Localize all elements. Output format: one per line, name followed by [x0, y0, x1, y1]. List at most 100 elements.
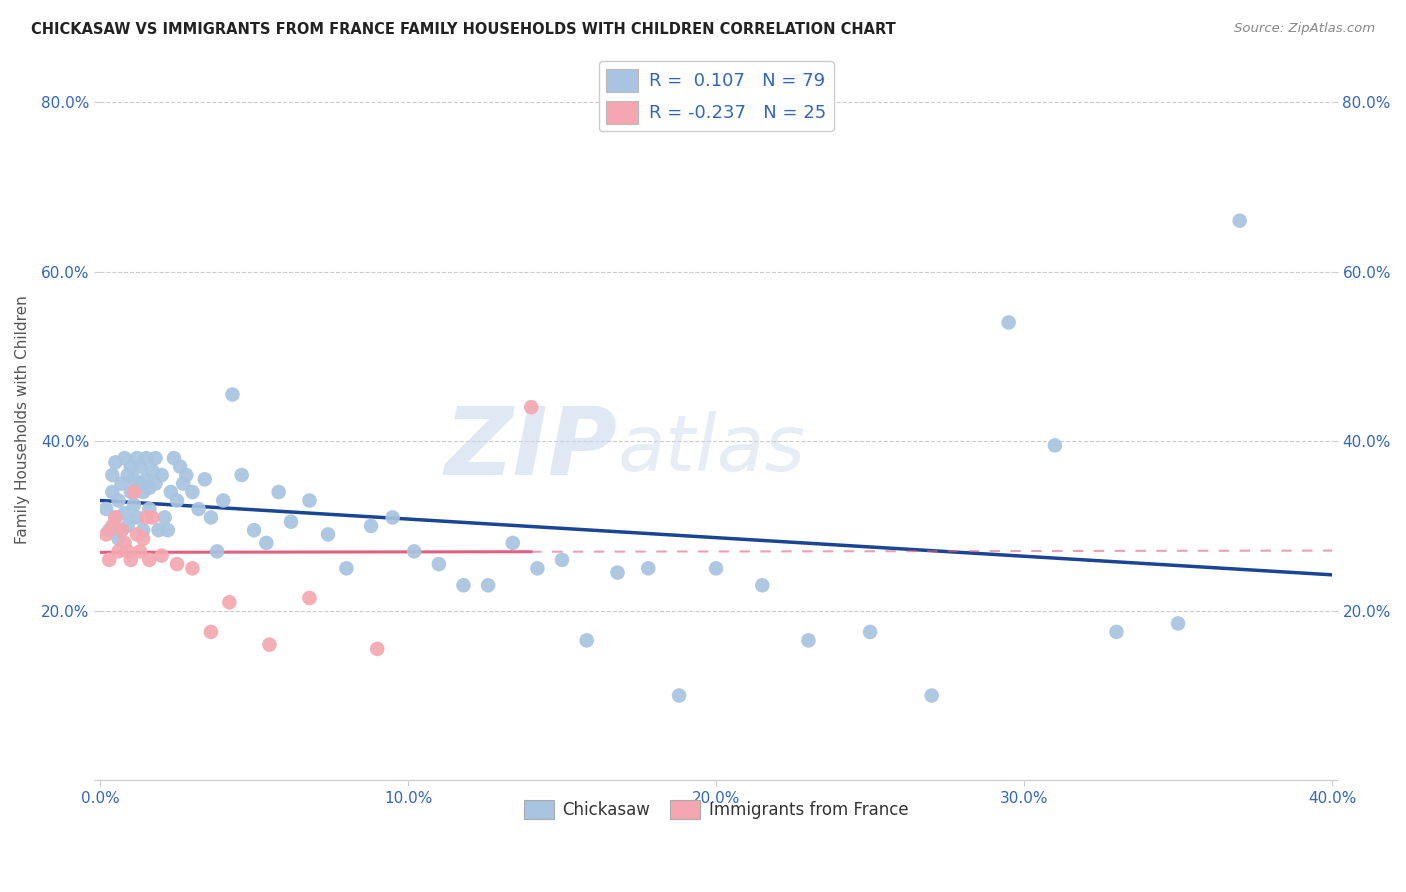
Point	[751, 578, 773, 592]
Point	[114, 451, 136, 466]
Point	[174, 468, 197, 483]
Point	[243, 523, 266, 537]
Point	[132, 523, 155, 537]
Point	[200, 624, 222, 639]
Point	[366, 641, 388, 656]
Point	[107, 544, 129, 558]
Point	[181, 561, 204, 575]
Point	[298, 591, 321, 605]
Point	[141, 510, 163, 524]
Point	[381, 510, 404, 524]
Point	[122, 472, 145, 486]
Point	[96, 502, 118, 516]
Point	[163, 451, 186, 466]
Point	[668, 689, 690, 703]
Point	[132, 532, 155, 546]
Point	[606, 566, 628, 580]
Point	[104, 510, 127, 524]
Point	[141, 464, 163, 478]
Point	[1167, 616, 1189, 631]
Point	[427, 557, 450, 571]
Point	[160, 485, 183, 500]
Point	[150, 549, 173, 563]
Point	[114, 536, 136, 550]
Point	[110, 523, 132, 537]
Point	[153, 510, 176, 524]
Point	[104, 455, 127, 469]
Point	[704, 561, 727, 575]
Point	[120, 459, 142, 474]
Point	[637, 561, 659, 575]
Point	[254, 536, 277, 550]
Point	[117, 468, 139, 483]
Point	[181, 485, 204, 500]
Point	[520, 401, 543, 415]
Point	[231, 468, 253, 483]
Y-axis label: Family Households with Children: Family Households with Children	[15, 295, 30, 544]
Point	[122, 485, 145, 500]
Point	[150, 468, 173, 483]
Point	[997, 315, 1019, 329]
Point	[132, 485, 155, 500]
Point	[259, 638, 281, 652]
Text: Source: ZipAtlas.com: Source: ZipAtlas.com	[1234, 22, 1375, 36]
Point	[335, 561, 357, 575]
Point	[169, 459, 191, 474]
Point	[135, 451, 157, 466]
Point	[1229, 213, 1251, 227]
Point	[360, 519, 382, 533]
Point	[117, 544, 139, 558]
Point	[125, 510, 148, 524]
Point	[166, 493, 188, 508]
Text: ZIP: ZIP	[444, 403, 617, 495]
Legend: Chickasaw, Immigrants from France: Chickasaw, Immigrants from France	[517, 794, 915, 826]
Point	[187, 502, 209, 516]
Point	[859, 624, 882, 639]
Point	[316, 527, 339, 541]
Point	[120, 553, 142, 567]
Point	[526, 561, 548, 575]
Point	[138, 502, 160, 516]
Point	[1043, 438, 1066, 452]
Point	[575, 633, 598, 648]
Point	[107, 532, 129, 546]
Point	[101, 485, 124, 500]
Point	[104, 510, 127, 524]
Point	[205, 544, 228, 558]
Point	[280, 515, 302, 529]
Point	[921, 689, 943, 703]
Point	[129, 544, 152, 558]
Point	[156, 523, 179, 537]
Point	[453, 578, 475, 592]
Point	[166, 557, 188, 571]
Point	[212, 493, 235, 508]
Point	[194, 472, 217, 486]
Point	[138, 481, 160, 495]
Text: atlas: atlas	[617, 411, 806, 487]
Point	[221, 387, 243, 401]
Point	[101, 519, 124, 533]
Point	[138, 553, 160, 567]
Point	[145, 476, 167, 491]
Point	[122, 498, 145, 512]
Point	[135, 472, 157, 486]
Point	[107, 493, 129, 508]
Point	[404, 544, 426, 558]
Point	[129, 459, 152, 474]
Text: CHICKASAW VS IMMIGRANTS FROM FRANCE FAMILY HOUSEHOLDS WITH CHILDREN CORRELATION : CHICKASAW VS IMMIGRANTS FROM FRANCE FAMI…	[31, 22, 896, 37]
Point	[129, 476, 152, 491]
Point	[502, 536, 524, 550]
Point	[125, 527, 148, 541]
Point	[797, 633, 820, 648]
Point	[145, 451, 167, 466]
Point	[135, 510, 157, 524]
Point	[1105, 624, 1128, 639]
Point	[96, 527, 118, 541]
Point	[551, 553, 574, 567]
Point	[148, 523, 170, 537]
Point	[120, 485, 142, 500]
Point	[98, 553, 121, 567]
Point	[200, 510, 222, 524]
Point	[125, 451, 148, 466]
Point	[114, 506, 136, 520]
